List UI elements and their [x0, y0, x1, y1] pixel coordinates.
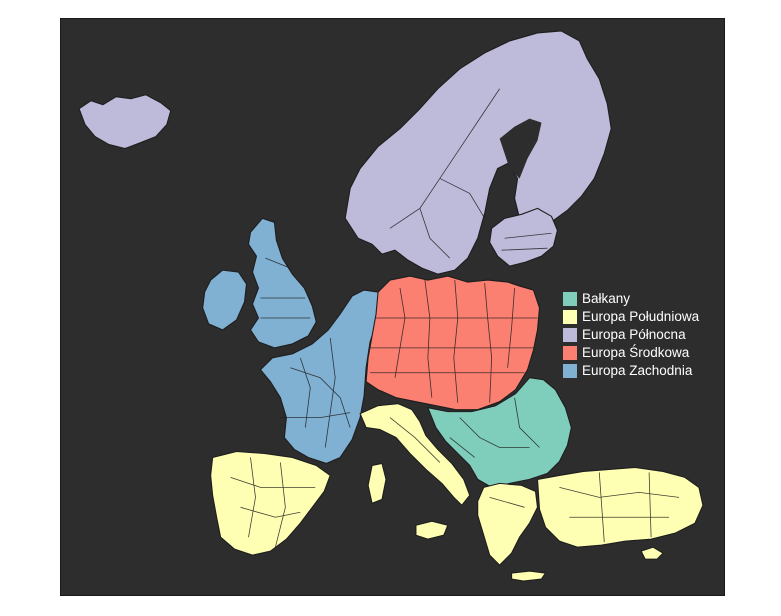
map-panel: Bałkany Europa Południowa Europa Północna E…	[60, 18, 725, 596]
legend-item-zachodnia: Europa Zachodnia	[563, 362, 724, 380]
greece	[477, 482, 539, 566]
region-balkany	[427, 377, 572, 488]
legend-swatch-polnocna	[563, 328, 577, 342]
legend-item-balkany: Bałkany	[563, 290, 724, 308]
great-britain	[247, 217, 317, 349]
sicily	[415, 520, 449, 540]
legend-item-polnocna: Europa Północna	[563, 326, 724, 344]
region-europa-polnocna	[78, 30, 612, 275]
legend-item-srodkowa: Europa Środkowa	[563, 344, 724, 362]
region-europa-zachodnia	[202, 217, 389, 465]
legend-label-poludniowa: Europa Południowa	[582, 309, 700, 324]
legend-label-srodkowa: Europa Środkowa	[582, 345, 690, 360]
legend-label-balkany: Bałkany	[582, 291, 631, 306]
legend-swatch-balkany	[563, 292, 577, 306]
region-europa-srodkowa	[365, 275, 541, 411]
balkans	[427, 377, 572, 488]
legend-swatch-poludniowa	[563, 310, 577, 324]
scandinavia	[344, 30, 612, 275]
sardinia	[367, 462, 387, 504]
baltic-states	[489, 207, 558, 267]
legend-label-zachodnia: Europa Zachodnia	[582, 363, 693, 378]
gulf-of-bothnia	[499, 118, 542, 179]
legend-swatch-srodkowa	[563, 346, 577, 360]
legend-label-polnocna: Europa Północna	[582, 327, 686, 342]
europe-map	[78, 30, 704, 582]
cyprus	[640, 546, 664, 560]
italy	[359, 403, 471, 506]
crete	[511, 570, 547, 582]
iceland	[78, 94, 172, 150]
central-europe	[365, 275, 541, 411]
legend-item-poludniowa: Europa Południowa	[563, 308, 724, 326]
legend-swatch-zachodnia	[563, 364, 577, 378]
iberia	[210, 450, 331, 556]
turkey	[536, 466, 704, 548]
map-legend: Bałkany Europa Południowa Europa Północna E…	[563, 290, 724, 380]
ireland	[202, 269, 248, 331]
region-europa-poludniowa	[210, 403, 704, 582]
